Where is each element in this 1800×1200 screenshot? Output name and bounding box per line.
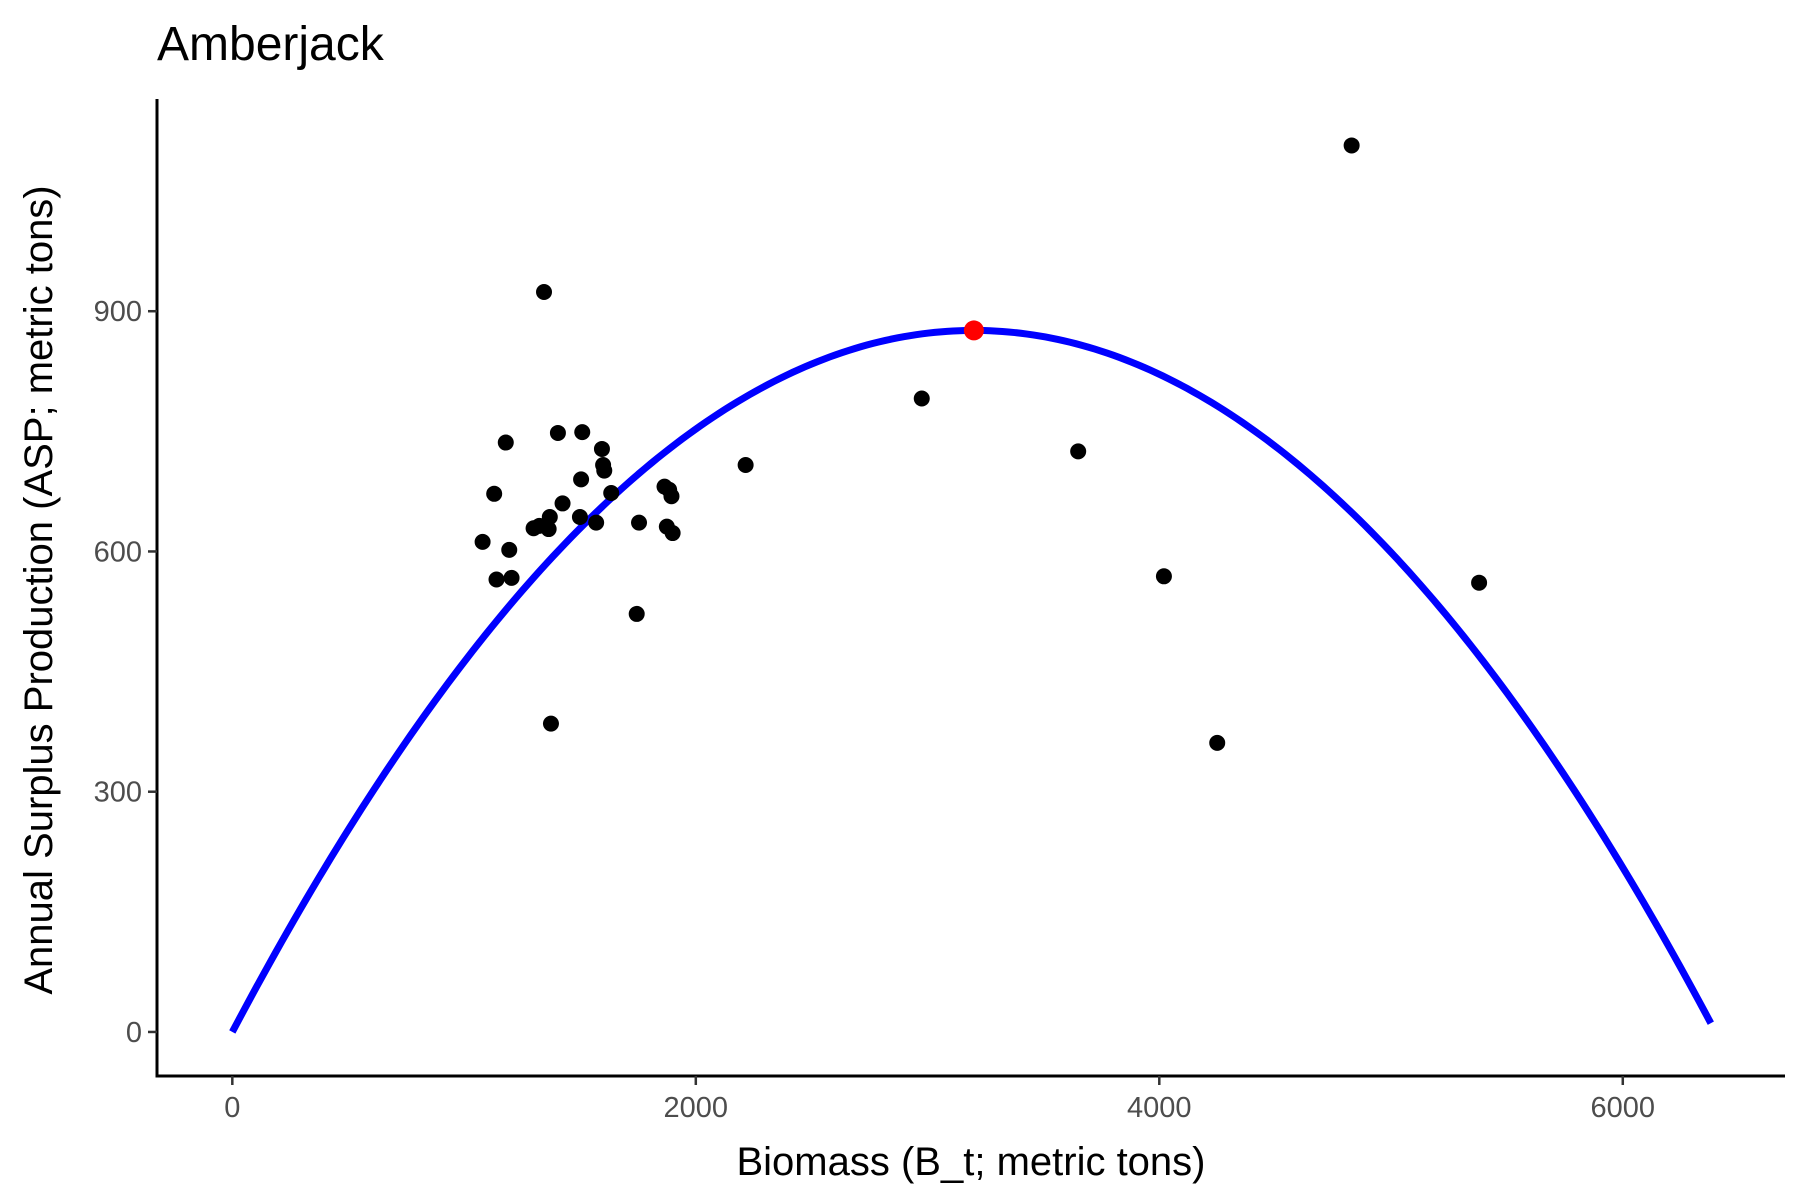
data-point: [628, 605, 645, 622]
plot-area: [229, 137, 1714, 1034]
y-tick-label: 0: [126, 1017, 142, 1049]
data-point: [549, 424, 566, 441]
data-point: [593, 440, 610, 457]
data-point: [1155, 568, 1172, 585]
data-point: [1070, 443, 1087, 460]
data-point: [542, 715, 559, 732]
data-point: [663, 488, 680, 505]
x-tick-label: 6000: [1591, 1092, 1656, 1124]
data-point: [1343, 137, 1360, 154]
data-point: [913, 390, 930, 407]
data-point: [573, 471, 590, 488]
x-ticks: 0 2000 4000 6000: [224, 1076, 1655, 1124]
data-point: [486, 485, 503, 502]
data-point: [1471, 574, 1488, 591]
x-tick-label: 2000: [664, 1092, 729, 1124]
data-point: [488, 571, 505, 588]
data-point: [540, 521, 557, 538]
data-point: [554, 495, 571, 512]
y-axis: 0 300 600 900: [94, 99, 159, 1078]
data-point: [664, 525, 681, 542]
data-point: [474, 533, 491, 550]
peak-point: [963, 320, 984, 341]
data-point: [737, 456, 754, 473]
data-points: [474, 137, 1488, 751]
data-point: [1209, 734, 1226, 751]
chart-title: Amberjack: [157, 18, 385, 71]
data-point: [596, 462, 613, 479]
y-tick-label: 600: [94, 536, 142, 568]
data-point: [541, 509, 558, 526]
x-axis-title: Biomass (B_t; metric tons): [736, 1140, 1205, 1184]
y-tick-label: 300: [94, 777, 142, 809]
data-point: [501, 541, 518, 558]
x-tick-label: 4000: [1127, 1092, 1192, 1124]
x-tick-label: 0: [224, 1092, 240, 1124]
data-point: [631, 514, 648, 531]
data-point: [603, 485, 620, 502]
data-point: [503, 569, 520, 586]
data-point: [574, 424, 591, 441]
y-axis-title: Annual Surplus Production (ASP; metric t…: [17, 185, 61, 994]
x-axis: 0 2000 4000 6000: [157, 1074, 1785, 1124]
y-ticks: 0 300 600 900: [94, 296, 157, 1049]
data-point: [588, 514, 605, 531]
data-point: [536, 283, 553, 300]
data-point: [571, 509, 588, 526]
data-point: [497, 434, 514, 451]
y-tick-label: 900: [94, 296, 142, 328]
